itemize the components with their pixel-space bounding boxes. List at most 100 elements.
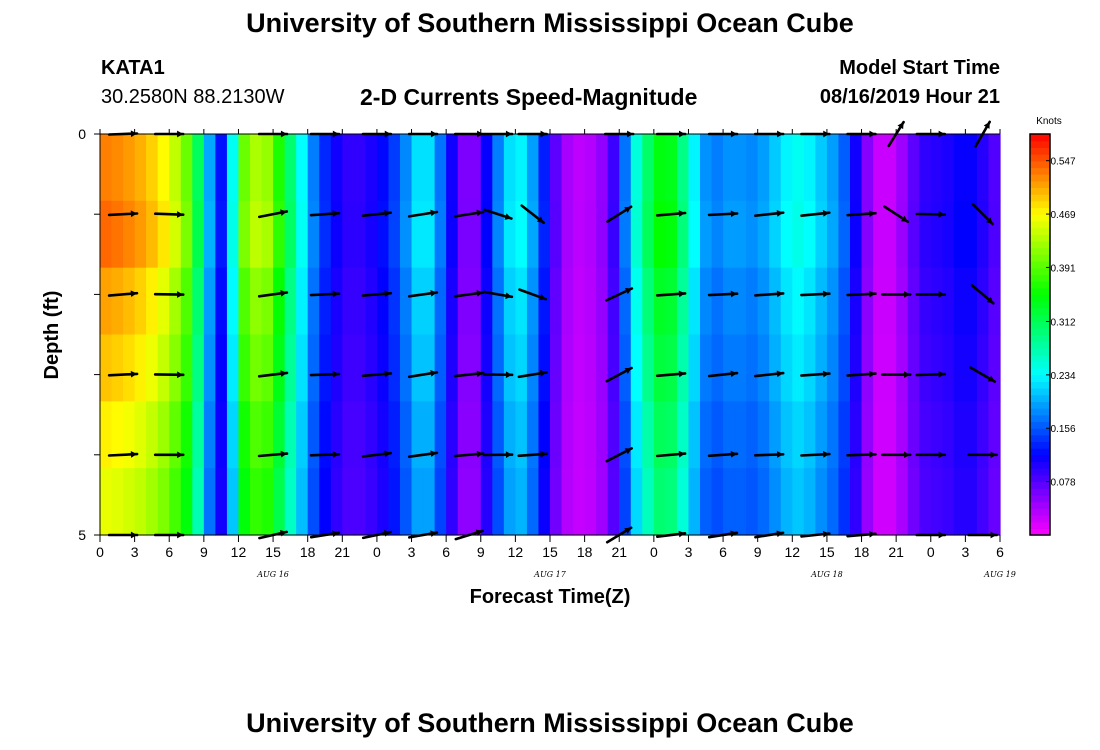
heatmap-cell [469,200,482,269]
colorbar-segment [1030,481,1050,489]
heatmap-cell [884,334,897,402]
heatmap-cell [330,200,343,269]
heatmap-cell [953,134,966,202]
heatmap-cell [769,468,782,536]
heatmap-cell [400,468,413,536]
heatmap-cell [492,267,505,336]
heatmap-cell [365,200,378,269]
colorbar-segment [1030,207,1050,215]
colorbar-segment [1030,421,1050,429]
heatmap-cell [734,468,747,536]
heatmap-cell [480,468,493,536]
heatmap-cell [123,200,136,269]
current-arrow [605,287,634,302]
current-arrow [454,289,485,298]
current-arrow [107,210,139,218]
heatmap-cell [526,334,540,402]
heatmap-cell [192,334,205,402]
heatmap-cell [942,267,955,336]
heatmap-cell [850,468,863,536]
heatmap-cell [273,468,286,536]
heatmap-cell [261,267,274,336]
current-arrow-head [983,121,990,129]
x-tick-label: 6 [165,544,173,560]
heatmap-cell [388,401,401,469]
heatmap-cell [134,267,147,336]
heatmap-cell [711,200,724,269]
colorbar-segment [1030,508,1050,516]
heatmap-cell [688,134,701,202]
current-arrow-head [897,122,904,130]
colorbar-segment [1030,200,1050,209]
heatmap-cell [815,334,828,402]
colorbar-tick-label: 0.391 [1050,263,1075,274]
x-tick-label: 15 [265,544,281,560]
current-arrow-head [384,370,391,378]
heatmap-cell [330,401,343,469]
current-arrow [453,370,485,378]
heatmap-cell [676,267,690,336]
heatmap-cell [665,468,678,536]
colorbar-segment [1030,180,1050,189]
colorbar-tick-label: 0.078 [1050,478,1075,489]
current-arrow [970,284,995,305]
colorbar-segment [1030,160,1050,169]
heatmap-cell [596,401,609,469]
heatmap-cell [723,200,736,269]
heatmap-cell [307,334,320,402]
heatmap-cell [815,468,828,536]
heatmap-cell [826,468,840,536]
heatmap-cell [134,468,147,536]
heatmap-cell [307,267,320,336]
heatmap-cell [815,401,828,469]
current-arrow-head [776,370,784,378]
heatmap-cell [146,401,159,469]
heatmap-cell [550,468,563,536]
heatmap-cell [630,267,643,336]
heatmap-cell [434,134,447,202]
heatmap-cell [665,134,678,202]
current-arrow [520,204,546,225]
colorbar-tick-label: 0.234 [1050,371,1075,382]
heatmap-cell [538,200,551,269]
heatmap-cell [826,200,840,269]
heatmap-cell [111,468,124,536]
heatmap-cell [665,334,678,402]
heatmap-cell [365,468,378,536]
colorbar-segment [1030,401,1050,409]
heatmap-cell [896,134,909,202]
heatmap-cell [896,468,909,536]
colorbar-segment [1030,321,1050,329]
colorbar-segment [1030,428,1050,436]
heatmap-cell [492,200,505,269]
heatmap-cell [261,468,274,536]
current-arrow-head [938,370,945,378]
current-arrow [880,451,912,459]
heatmap-cell [607,134,620,202]
heatmap-cell [515,200,528,269]
heatmap-cell [630,134,643,202]
heatmap-cell [376,134,390,202]
heatmap-cell [376,401,390,469]
heatmap-cell [457,267,470,336]
current-arrow-head [730,290,738,298]
heatmap-cell [792,134,805,202]
heatmap-cell [480,334,493,402]
heatmap-cell [561,401,574,469]
heatmap-cell [561,468,574,536]
chart-axes: 0 3 6 9 12 15 18 21 0 3 6 9 12 15 18 21 0 3 6 9 12 15 18 21 0 3 6 A… [78,126,1016,579]
heatmap-cell [134,401,147,469]
heatmap-cell [700,134,713,202]
heatmap-cell [757,200,770,269]
current-arrow-head [130,210,138,218]
heatmap-cell [700,200,713,269]
colorbar-segment [1030,240,1050,249]
chart-title-top: University of Southern Mississippi Ocean… [246,8,854,38]
heatmap-cell [607,200,620,269]
heatmap-cell [907,200,920,269]
heatmap-cell [515,267,528,336]
colorbar-segment [1030,334,1050,342]
heatmap-cell [319,334,332,402]
heatmap-cell [100,401,113,469]
heatmap-cell [953,267,966,336]
